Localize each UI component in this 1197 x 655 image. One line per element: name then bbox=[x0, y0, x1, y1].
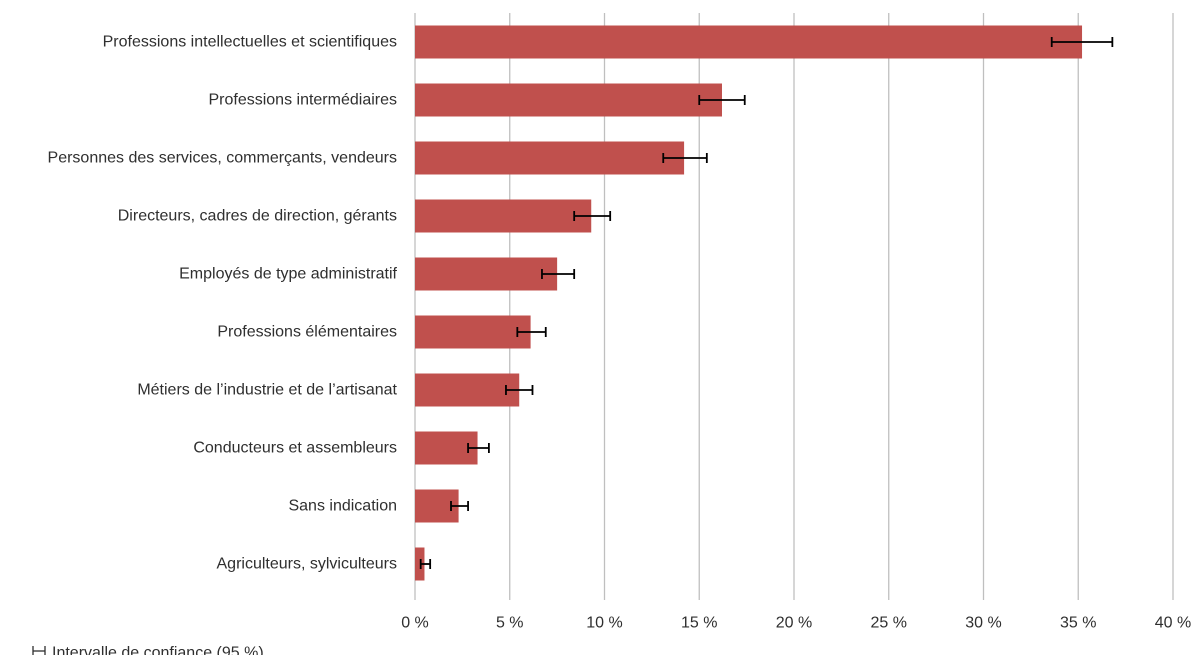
x-tick-label: 10 % bbox=[586, 615, 622, 632]
x-tick-label: 20 % bbox=[776, 615, 812, 632]
bar bbox=[415, 141, 685, 175]
error-bar bbox=[662, 153, 708, 163]
bar bbox=[415, 199, 592, 233]
x-tick-label: 25 % bbox=[871, 615, 907, 632]
bar bbox=[415, 83, 722, 117]
category-label: Employés de type administratif bbox=[179, 266, 397, 283]
x-tick-label: 0 % bbox=[401, 615, 429, 632]
bar bbox=[415, 431, 478, 465]
legend-label: Intervalle de confiance (95 %) bbox=[52, 645, 264, 655]
x-tick-label: 40 % bbox=[1155, 615, 1191, 632]
category-label: Professions intellectuelles et scientifi… bbox=[103, 34, 397, 51]
bar bbox=[415, 25, 1083, 59]
error-bar bbox=[573, 211, 612, 221]
x-tick-label: 5 % bbox=[496, 615, 524, 632]
error-bar bbox=[698, 95, 746, 105]
category-label: Personnes des services, commerçants, ven… bbox=[48, 150, 397, 167]
x-tick-labels: 0 % 5 % 10 % 15 % 20 % 25 % 30 % 35 % 40 % bbox=[401, 615, 1191, 632]
x-tick-label: 15 % bbox=[681, 615, 717, 632]
error-bars bbox=[419, 37, 1114, 569]
legend: Intervalle de confiance (95 %) bbox=[32, 645, 264, 655]
bar bbox=[415, 547, 425, 581]
error-bar bbox=[1050, 37, 1114, 47]
category-label: Conducteurs et assembleurs bbox=[193, 440, 397, 457]
category-label: Professions élémentaires bbox=[217, 324, 397, 341]
error-bar bbox=[450, 501, 469, 511]
x-tick-label: 35 % bbox=[1060, 615, 1096, 632]
error-bar bbox=[541, 269, 576, 279]
category-labels: Professions intellectuelles et scientifi… bbox=[48, 34, 398, 573]
category-label: Agriculteurs, sylviculteurs bbox=[217, 556, 398, 573]
error-bar bbox=[516, 327, 547, 337]
error-bar bbox=[467, 443, 490, 453]
category-label: Sans indication bbox=[288, 498, 397, 515]
x-tick-label: 30 % bbox=[965, 615, 1001, 632]
bar bbox=[415, 257, 558, 291]
bar bbox=[415, 373, 520, 407]
bar bbox=[415, 315, 531, 349]
legend-error-bar-icon bbox=[32, 646, 46, 655]
category-label: Métiers de l’industrie et de l’artisanat bbox=[137, 382, 397, 399]
bars bbox=[415, 25, 1083, 581]
category-label: Professions intermédiaires bbox=[208, 92, 397, 109]
error-bar bbox=[505, 385, 534, 395]
category-label: Directeurs, cadres de direction, gérants bbox=[118, 208, 397, 225]
error-bar bbox=[419, 559, 432, 569]
